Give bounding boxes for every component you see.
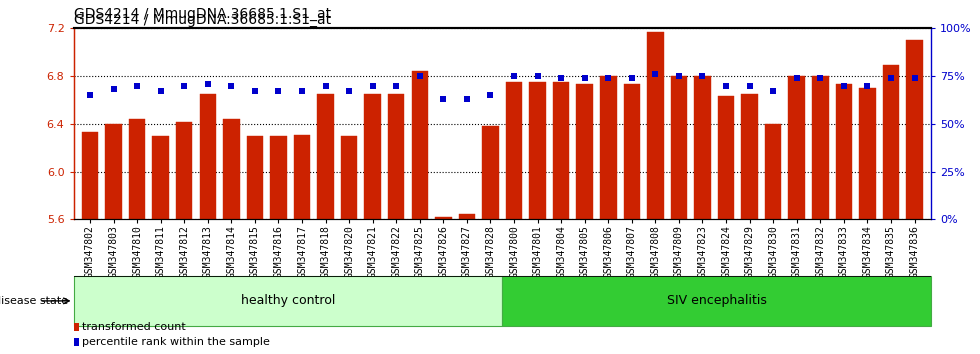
Bar <box>670 76 687 219</box>
Bar <box>341 136 358 219</box>
Text: GDS4214 / MmugDNA.36685.1.S1_at: GDS4214 / MmugDNA.36685.1.S1_at <box>74 13 330 27</box>
Bar <box>859 88 876 219</box>
Text: healthy control: healthy control <box>241 295 335 307</box>
Bar <box>789 76 805 219</box>
Bar <box>765 124 781 219</box>
Bar <box>883 65 900 219</box>
Bar <box>105 124 122 219</box>
Text: transformed count: transformed count <box>82 321 186 332</box>
Bar <box>412 72 428 219</box>
Bar <box>812 76 828 219</box>
Text: disease state: disease state <box>0 296 69 306</box>
Bar <box>482 126 499 219</box>
Text: SIV encephalitis: SIV encephalitis <box>666 295 766 307</box>
Bar <box>294 135 311 219</box>
Bar <box>200 94 216 219</box>
Bar <box>906 40 923 219</box>
Bar <box>435 217 452 219</box>
Bar <box>270 136 287 219</box>
Bar <box>502 276 931 326</box>
Bar <box>694 76 710 219</box>
Text: GDS4214 / MmugDNA.36685.1.S1_at: GDS4214 / MmugDNA.36685.1.S1_at <box>74 7 330 21</box>
Bar <box>247 136 264 219</box>
Bar <box>128 119 145 219</box>
Text: percentile rank within the sample: percentile rank within the sample <box>82 337 270 348</box>
Bar <box>836 85 852 219</box>
Bar <box>318 94 334 219</box>
Bar <box>506 82 522 219</box>
Bar <box>717 96 734 219</box>
Bar <box>647 32 663 219</box>
Bar <box>553 82 569 219</box>
Bar <box>600 76 616 219</box>
Bar <box>74 276 502 326</box>
Bar <box>223 119 239 219</box>
Bar <box>388 94 405 219</box>
Bar <box>153 136 169 219</box>
Bar <box>176 121 192 219</box>
Bar <box>459 213 475 219</box>
Bar <box>623 85 640 219</box>
Bar <box>81 132 98 219</box>
Bar <box>741 94 758 219</box>
Bar <box>529 82 546 219</box>
Bar <box>576 85 593 219</box>
Bar <box>365 94 381 219</box>
